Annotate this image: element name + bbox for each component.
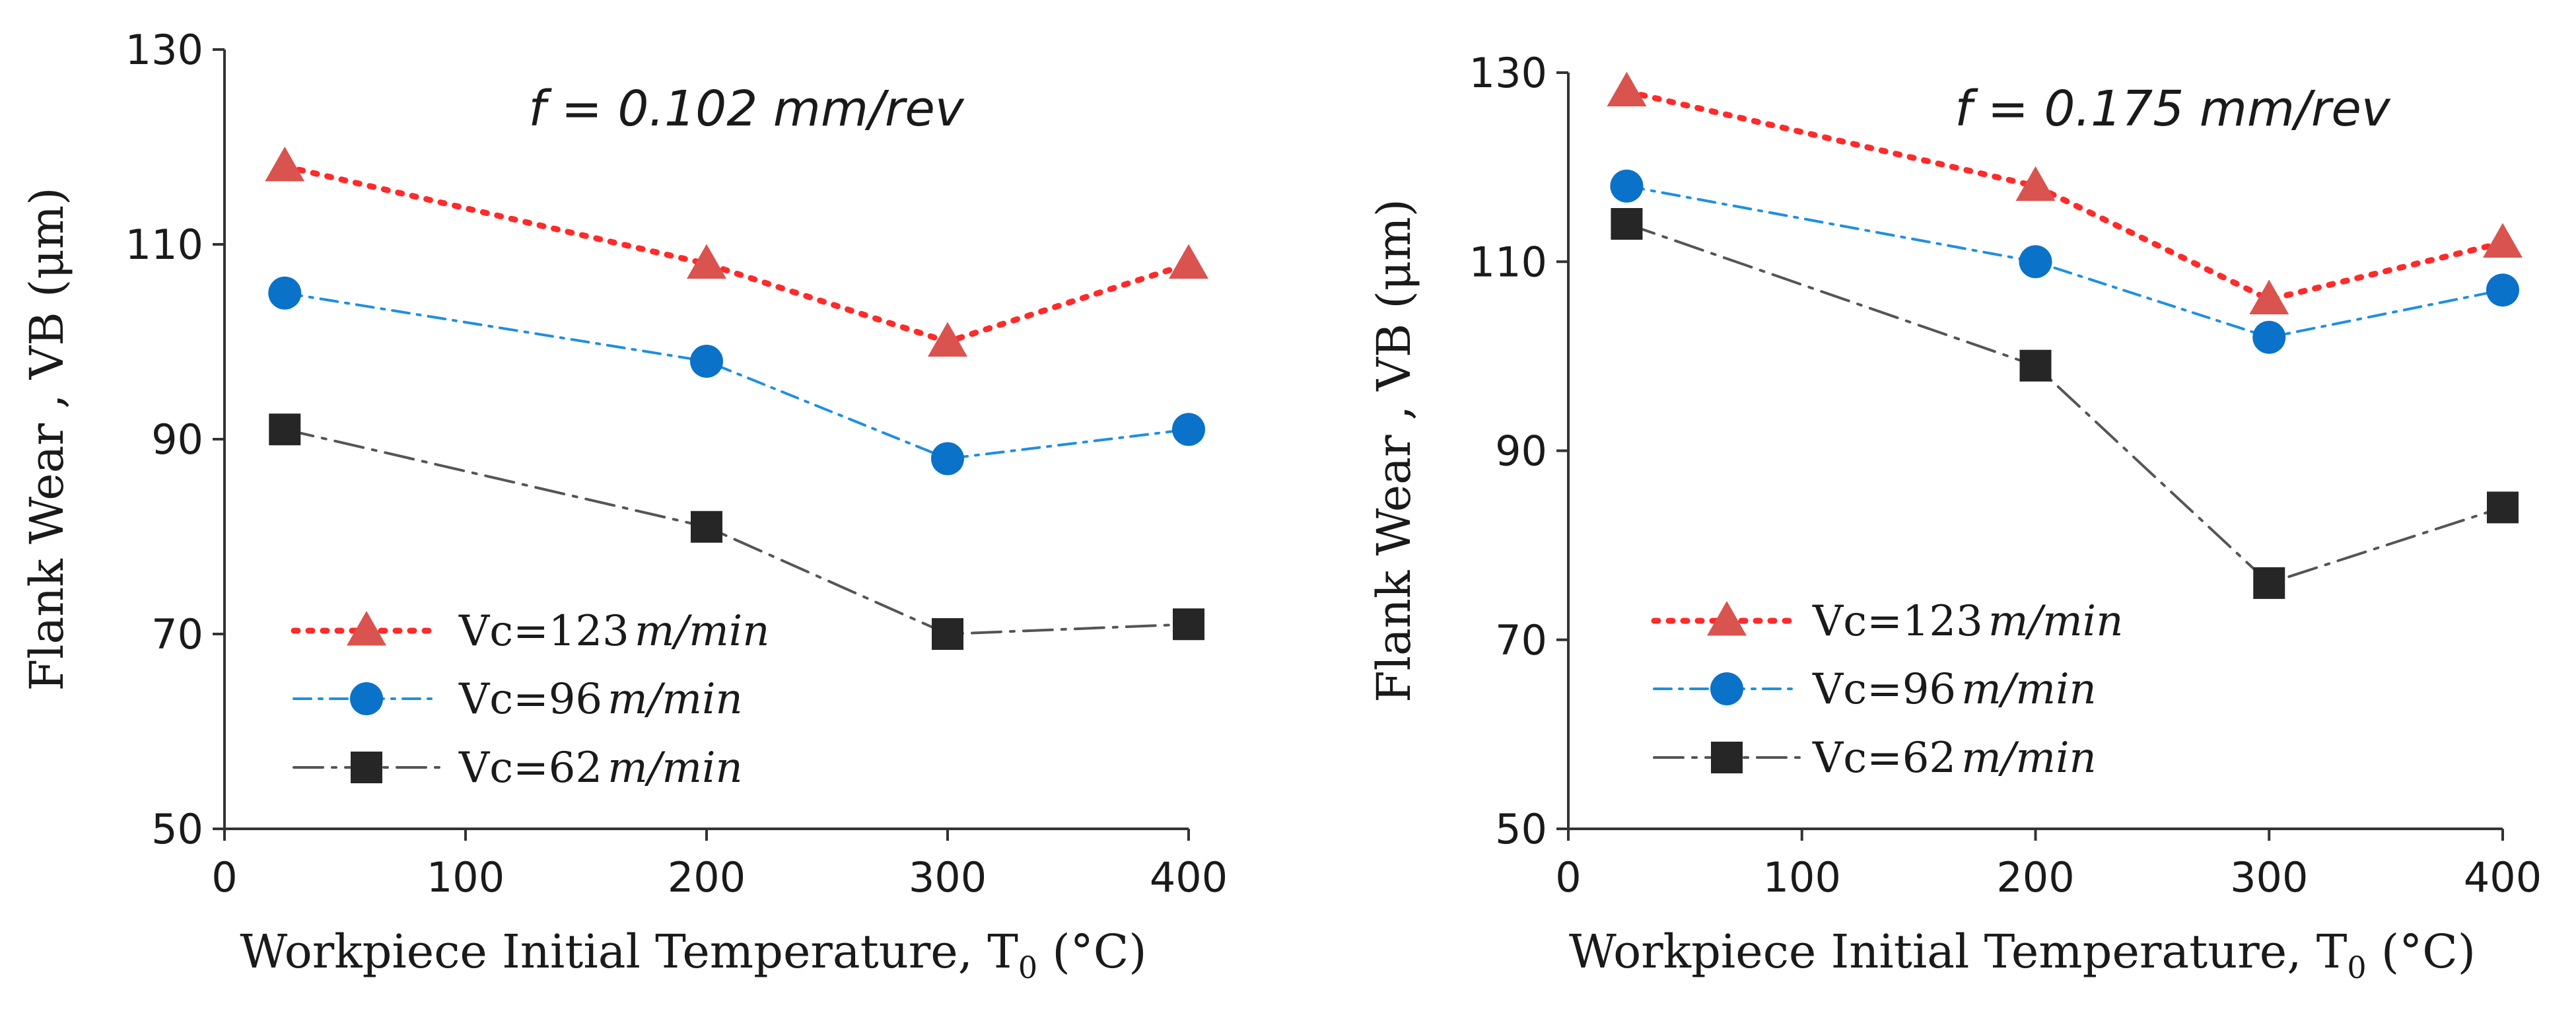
x-axis-title-subscript: 0 (1018, 950, 1037, 985)
data-point-circle (2019, 245, 2052, 279)
chart-panel-left: 50 70 90 110 130 0 100 200 300 400 Flank Wear , VB… (20, 26, 1228, 985)
data-point-triangle (2015, 166, 2056, 201)
data-point-triangle (928, 322, 967, 357)
feed-rate-annotation: f = 0.175 mm/rev (1955, 81, 2391, 137)
data-point-triangle (1169, 244, 1208, 279)
legend-series-unit: m/min (635, 607, 770, 656)
legend-label: Vc=62 m/min (458, 744, 743, 793)
data-point-square (1611, 208, 1643, 240)
legend-series-unit: m/min (1988, 597, 2124, 646)
series-line-circle (1625, 184, 2504, 339)
legend-marker-triangle (1707, 601, 1747, 636)
data-point-triangle (687, 244, 726, 279)
x-axis-title-main: Workpiece Initial Temperature, T (1569, 925, 2348, 979)
y-tick-label: 110 (125, 221, 203, 269)
data-point-square (2253, 567, 2285, 599)
y-tick-label: 50 (1495, 805, 1547, 853)
data-point-square (2019, 349, 2052, 382)
x-tick-label: 100 (1763, 853, 1841, 901)
data-point-circle (2252, 320, 2286, 354)
x-axis-title-unit: (°C) (2367, 925, 2476, 979)
legend-series-name: Vc=96 (458, 675, 602, 724)
series-line-triangle (281, 163, 1192, 345)
data-point-circle (1610, 169, 1644, 203)
feed-rate-annotation: f = 0.102 mm/rev (528, 81, 965, 137)
x-axis-title: Workpiece Initial Temperature, T0 (°C) (240, 925, 1146, 985)
data-point-triangle (2483, 223, 2523, 258)
legend-label: Vc=123 m/min (458, 607, 769, 656)
chart-panel-right: 50 70 90 110 130 0 100 200 300 400 Flank Wear , VB… (1367, 49, 2542, 985)
series-line-circle (283, 291, 1190, 460)
x-tick-label: 0 (211, 853, 237, 901)
legend-label: Vc=123 m/min (1812, 597, 2123, 646)
series-line-square (283, 428, 1190, 636)
x-tick-label: 0 (1555, 853, 1581, 901)
x-tick-label: 300 (2230, 853, 2308, 901)
legend-marker-triangle (347, 611, 386, 646)
x-tick-label: 400 (1150, 853, 1228, 901)
legend-marker-circle (1710, 672, 1743, 705)
data-point-square (269, 413, 301, 446)
legend-series-unit: m/min (608, 675, 743, 724)
x-tick-label: 400 (2464, 853, 2542, 901)
x-tick-label: 200 (1996, 853, 2074, 901)
legend-series-name: Vc=62 (458, 744, 602, 793)
legend-series-unit: m/min (1961, 665, 2097, 714)
legend-series-name: Vc=62 (1812, 734, 1956, 783)
data-point-circle (268, 276, 302, 310)
data-point-square (932, 618, 963, 650)
y-tick-label: 110 (1469, 238, 1547, 286)
legend-label: Vc=62 m/min (1812, 734, 2097, 783)
legend-series-unit: m/min (1961, 734, 2097, 783)
y-tick-label: 50 (151, 805, 203, 853)
series-line-square (1625, 223, 2504, 585)
data-point-circle (1172, 413, 1205, 446)
legend-series-name: Vc=123 (458, 607, 629, 656)
y-tick-label: 90 (151, 415, 203, 464)
data-point-square (2487, 491, 2519, 524)
legend-series-unit: m/min (608, 744, 743, 793)
data-point-square (691, 511, 722, 543)
y-axis-title: Flank Wear , VB (μm) (20, 188, 74, 691)
x-axis-title: Workpiece Initial Temperature, T0 (°C) (1569, 925, 2476, 985)
legend-marker-square (1711, 742, 1743, 773)
legend-label: Vc=96 m/min (458, 675, 743, 724)
x-axis-title-main: Workpiece Initial Temperature, T (240, 925, 1018, 979)
data-point-triangle (2249, 279, 2289, 314)
y-tick-label: 130 (1469, 49, 1547, 97)
data-point-circle (2486, 273, 2519, 307)
legend-series-name: Vc=123 (1812, 597, 1983, 646)
data-point-square (1173, 608, 1204, 641)
data-point-circle (931, 442, 964, 476)
x-tick-label: 200 (668, 853, 746, 901)
data-point-triangle (265, 147, 305, 182)
legend-marker-square (351, 752, 382, 783)
y-axis-title: Flank Wear , VB (μm) (1367, 199, 1421, 703)
series-line-triangle (1623, 88, 2506, 303)
x-axis-title-subscript: 0 (2347, 950, 2366, 985)
y-tick-label: 70 (1495, 616, 1547, 664)
legend-series-name: Vc=96 (1812, 665, 1956, 714)
legend-marker-circle (350, 682, 383, 715)
x-tick-label: 300 (909, 853, 987, 901)
y-tick-label: 90 (1495, 427, 1547, 476)
data-point-circle (690, 345, 723, 378)
x-tick-label: 100 (427, 853, 505, 901)
x-axis-title-unit: (°C) (1037, 925, 1146, 979)
y-tick-label: 70 (151, 610, 203, 658)
y-tick-label: 130 (125, 26, 203, 74)
legend-label: Vc=96 m/min (1812, 665, 2097, 714)
data-point-triangle (1607, 71, 1647, 107)
